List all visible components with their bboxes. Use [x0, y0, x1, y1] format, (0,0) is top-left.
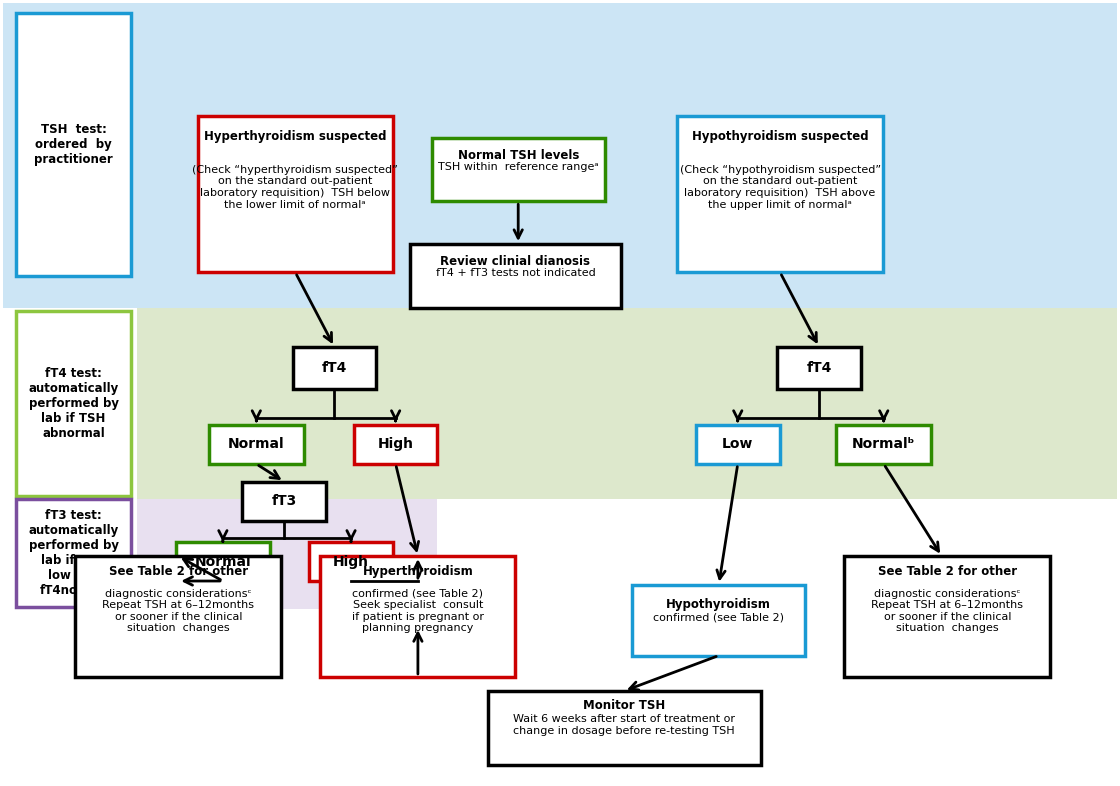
FancyBboxPatch shape	[16, 499, 131, 608]
Text: Monitor TSH: Monitor TSH	[582, 700, 665, 712]
Text: confirmed (see Table 2): confirmed (see Table 2)	[653, 612, 784, 623]
FancyBboxPatch shape	[696, 425, 780, 464]
FancyBboxPatch shape	[137, 499, 438, 609]
FancyBboxPatch shape	[176, 542, 270, 581]
FancyBboxPatch shape	[837, 425, 931, 464]
FancyBboxPatch shape	[844, 556, 1051, 677]
FancyBboxPatch shape	[354, 425, 438, 464]
Text: Normal TSH levels: Normal TSH levels	[458, 149, 579, 162]
FancyBboxPatch shape	[16, 13, 131, 276]
Text: fT4: fT4	[806, 362, 832, 375]
FancyBboxPatch shape	[309, 542, 393, 581]
FancyBboxPatch shape	[410, 244, 622, 308]
FancyBboxPatch shape	[676, 116, 884, 273]
Text: High: High	[377, 438, 413, 451]
FancyBboxPatch shape	[432, 138, 605, 201]
Text: Low: Low	[722, 438, 754, 451]
Text: TSH within  reference rangeᵃ: TSH within reference rangeᵃ	[438, 162, 598, 172]
FancyBboxPatch shape	[16, 311, 131, 496]
Text: Hypothyroidism suspected: Hypothyroidism suspected	[692, 130, 868, 143]
Text: High: High	[333, 554, 370, 568]
FancyBboxPatch shape	[242, 482, 326, 520]
FancyBboxPatch shape	[137, 308, 1118, 499]
Text: Hyperthyroidism: Hyperthyroidism	[363, 565, 474, 578]
Text: See Table 2 for other: See Table 2 for other	[878, 565, 1017, 578]
Text: Normal: Normal	[228, 438, 284, 451]
Text: confirmed (see Table 2)
Seek specialist  consult
if patient is pregnant or
plann: confirmed (see Table 2) Seek specialist …	[352, 589, 484, 634]
Text: Wait 6 weeks after start of treatment or
change in dosage before re-testing TSH: Wait 6 weeks after start of treatment or…	[513, 714, 735, 736]
Text: fT4 + fT3 tests not indicated: fT4 + fT3 tests not indicated	[436, 268, 596, 278]
Text: diagnostic considerationsᶜ
Repeat TSH at 6–12months
or sooner if the clinical
si: diagnostic considerationsᶜ Repeat TSH at…	[871, 589, 1024, 634]
FancyBboxPatch shape	[75, 556, 281, 677]
FancyBboxPatch shape	[292, 347, 376, 389]
Text: TSH  test:
ordered  by
practitioner: TSH test: ordered by practitioner	[35, 123, 113, 166]
FancyBboxPatch shape	[198, 116, 393, 273]
FancyBboxPatch shape	[633, 585, 805, 656]
Text: fT4: fT4	[321, 362, 347, 375]
Text: Normal: Normal	[195, 554, 251, 568]
FancyBboxPatch shape	[487, 691, 760, 766]
Text: fT3 test:
automatically
performed by
lab if TSH
low and
fT4normal: fT3 test: automatically performed by lab…	[28, 509, 119, 597]
FancyBboxPatch shape	[2, 3, 1118, 308]
Text: diagnostic considerationsᶜ
Repeat TSH at 6–12months
or sooner if the clinical
si: diagnostic considerationsᶜ Repeat TSH at…	[102, 589, 254, 634]
Text: Hyperthyroidism suspected: Hyperthyroidism suspected	[204, 130, 386, 143]
FancyBboxPatch shape	[777, 347, 861, 389]
Text: fT4 test:
automatically
performed by
lab if TSH
abnormal: fT4 test: automatically performed by lab…	[28, 367, 119, 440]
Text: (Check “hypothyroidism suspected”
on the standard out-patient
laboratory requisi: (Check “hypothyroidism suspected” on the…	[680, 165, 880, 210]
FancyBboxPatch shape	[209, 425, 304, 464]
Text: Normalᵇ: Normalᵇ	[852, 438, 915, 451]
Text: See Table 2 for other: See Table 2 for other	[109, 565, 248, 578]
Text: (Check “hyperthyroidism suspected”
on the standard out-patient
laboratory requis: (Check “hyperthyroidism suspected” on th…	[193, 165, 399, 210]
Text: Hypothyroidism: Hypothyroidism	[666, 598, 772, 611]
Text: Review clinial dianosis: Review clinial dianosis	[440, 255, 590, 268]
Text: fT3: fT3	[271, 494, 297, 509]
FancyBboxPatch shape	[320, 556, 515, 677]
